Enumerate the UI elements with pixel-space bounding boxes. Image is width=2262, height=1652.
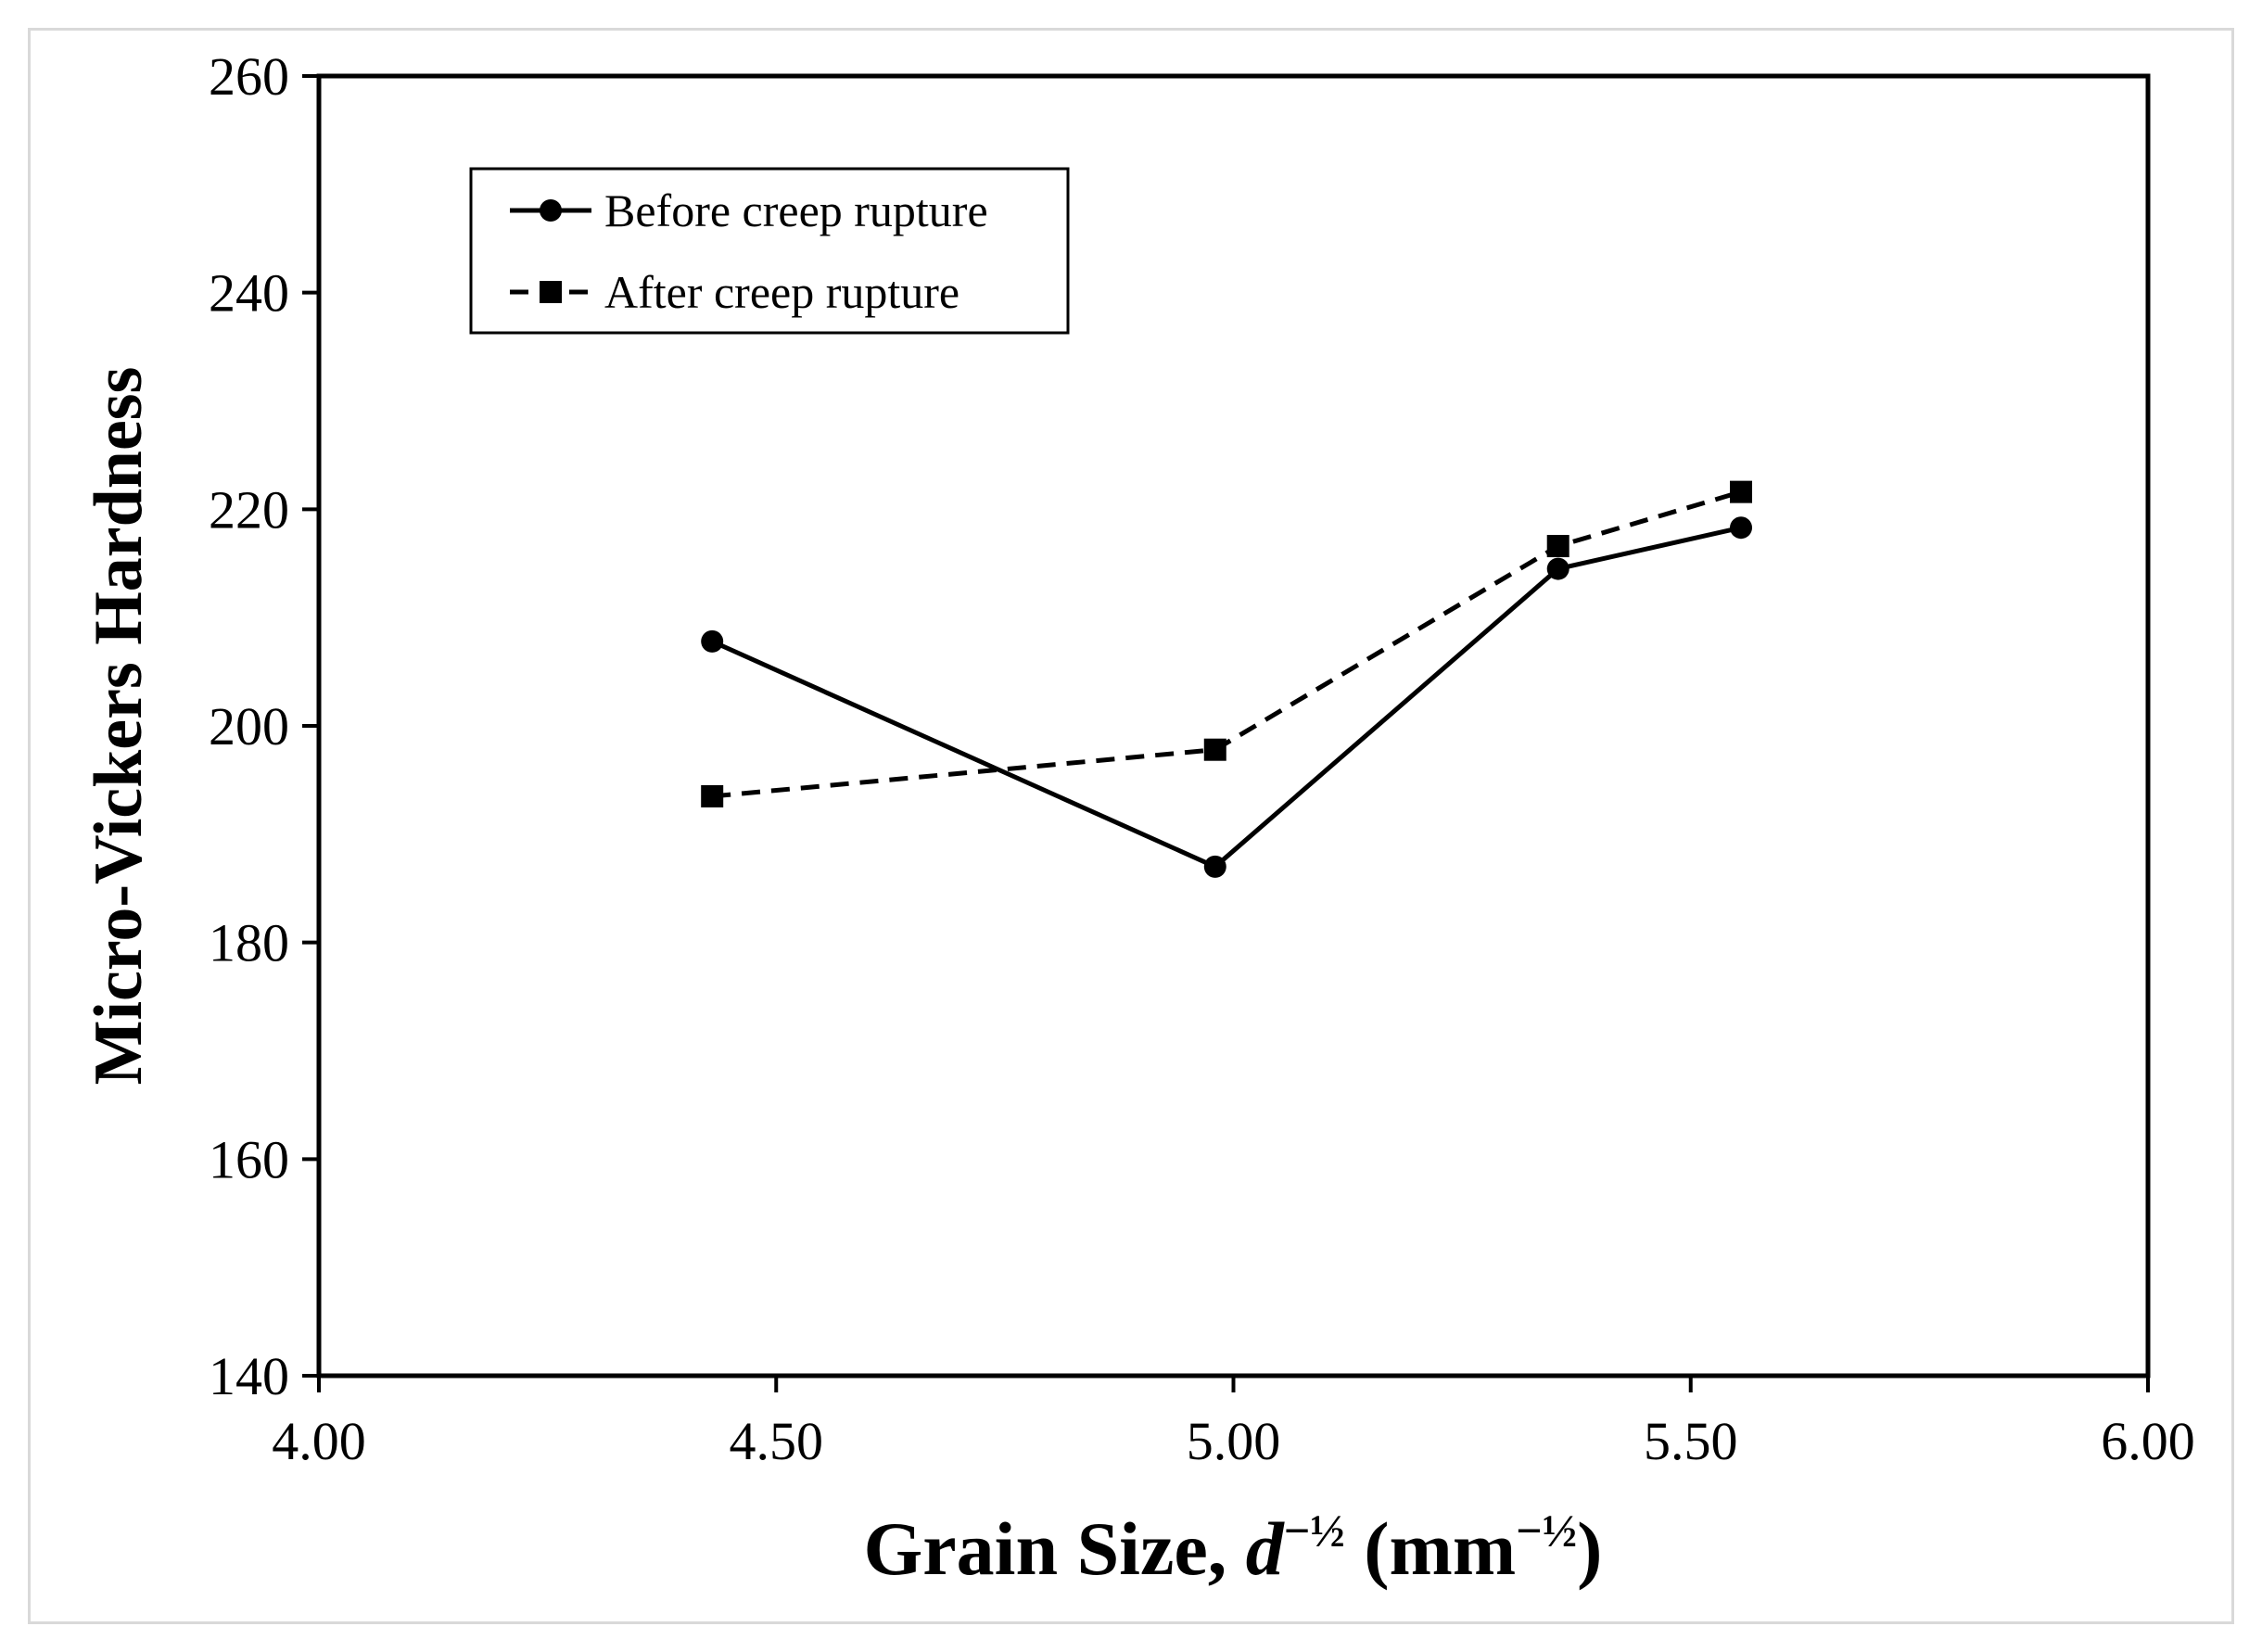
data-point-after bbox=[701, 784, 724, 807]
legend-label-before: Before creep rupture bbox=[604, 184, 988, 236]
series-layer bbox=[701, 480, 1753, 878]
x-axis-title-exp: −½ bbox=[1284, 1505, 1345, 1557]
legend: Before creep rupture After creep rupture bbox=[469, 167, 1070, 335]
data-point-after bbox=[1546, 535, 1569, 558]
x-tick-label: 4.50 bbox=[730, 1411, 824, 1471]
legend-box bbox=[469, 167, 1070, 335]
x-tick-label: 6.00 bbox=[2101, 1411, 2195, 1471]
x-tick-label: 4.00 bbox=[272, 1411, 366, 1471]
data-point-before bbox=[1203, 855, 1226, 878]
legend-label-after: After creep rupture bbox=[604, 266, 959, 318]
y-tick-label: 160 bbox=[209, 1129, 289, 1189]
y-tick-label: 260 bbox=[209, 46, 289, 107]
data-point-after bbox=[1203, 738, 1226, 761]
x-axis-title-main: Grain Size, bbox=[864, 1506, 1246, 1591]
y-ticks: 140 160 180 200 220 240 260 bbox=[209, 46, 319, 1406]
legend-marker-before bbox=[540, 199, 562, 222]
x-tick-label: 5.50 bbox=[1644, 1411, 1738, 1471]
data-point-before bbox=[1730, 516, 1753, 540]
x-tick-label: 5.00 bbox=[1187, 1411, 1281, 1471]
x-axis-title: Grain Size, d−½ (mm−½) bbox=[864, 1505, 1603, 1591]
y-tick-label: 180 bbox=[209, 913, 289, 973]
figure-frame bbox=[28, 28, 2234, 1624]
x-axis-title-unit-close: ) bbox=[1577, 1506, 1602, 1591]
x-axis-title-unit-open: (mm bbox=[1345, 1506, 1516, 1591]
data-point-before bbox=[701, 629, 724, 653]
x-axis-title-var: d bbox=[1246, 1506, 1285, 1591]
y-axis-title: Micro-Vickers Hardness bbox=[81, 367, 157, 1086]
data-point-after bbox=[1730, 480, 1753, 503]
y-tick-label: 220 bbox=[209, 479, 289, 540]
series-line-before bbox=[711, 525, 1742, 870]
y-tick-label: 240 bbox=[209, 263, 289, 324]
data-point-before bbox=[1546, 557, 1569, 580]
y-tick-label: 200 bbox=[209, 696, 289, 756]
y-tick-label: 140 bbox=[209, 1346, 289, 1406]
legend-marker-after bbox=[540, 281, 562, 303]
series-line-after bbox=[711, 489, 1742, 799]
x-ticks: 4.00 4.50 5.00 5.50 6.00 bbox=[272, 1376, 2195, 1471]
x-axis-title-unit-exp: −½ bbox=[1516, 1505, 1577, 1557]
